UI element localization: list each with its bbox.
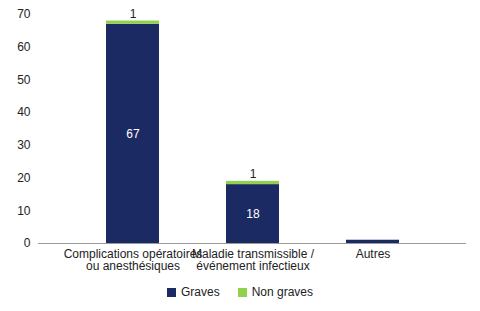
svg-text:1: 1 bbox=[130, 7, 137, 21]
svg-text:40: 40 bbox=[17, 105, 31, 119]
svg-text:10: 10 bbox=[17, 204, 31, 218]
svg-text:60: 60 bbox=[17, 40, 31, 54]
svg-text:1: 1 bbox=[250, 167, 257, 181]
html-text:Non graves: Non graves bbox=[251, 285, 313, 299]
svg-text:18: 18 bbox=[246, 207, 260, 221]
svg-text:50: 50 bbox=[17, 73, 31, 87]
svg-text:67: 67 bbox=[126, 127, 140, 141]
html-text:Graves: Graves bbox=[181, 285, 220, 299]
svg-text:Autres: Autres bbox=[356, 247, 391, 261]
svg-text:30: 30 bbox=[17, 138, 31, 152]
svg-text:70: 70 bbox=[17, 7, 31, 21]
svg-text:20: 20 bbox=[17, 171, 31, 185]
svg-text:Maladie transmissible /événeme: Maladie transmissible /événement infecti… bbox=[192, 247, 315, 273]
svg-text:0: 0 bbox=[24, 236, 31, 250]
svg-text:Complications opératoiresou an: Complications opératoiresou anesthésique… bbox=[64, 247, 203, 273]
